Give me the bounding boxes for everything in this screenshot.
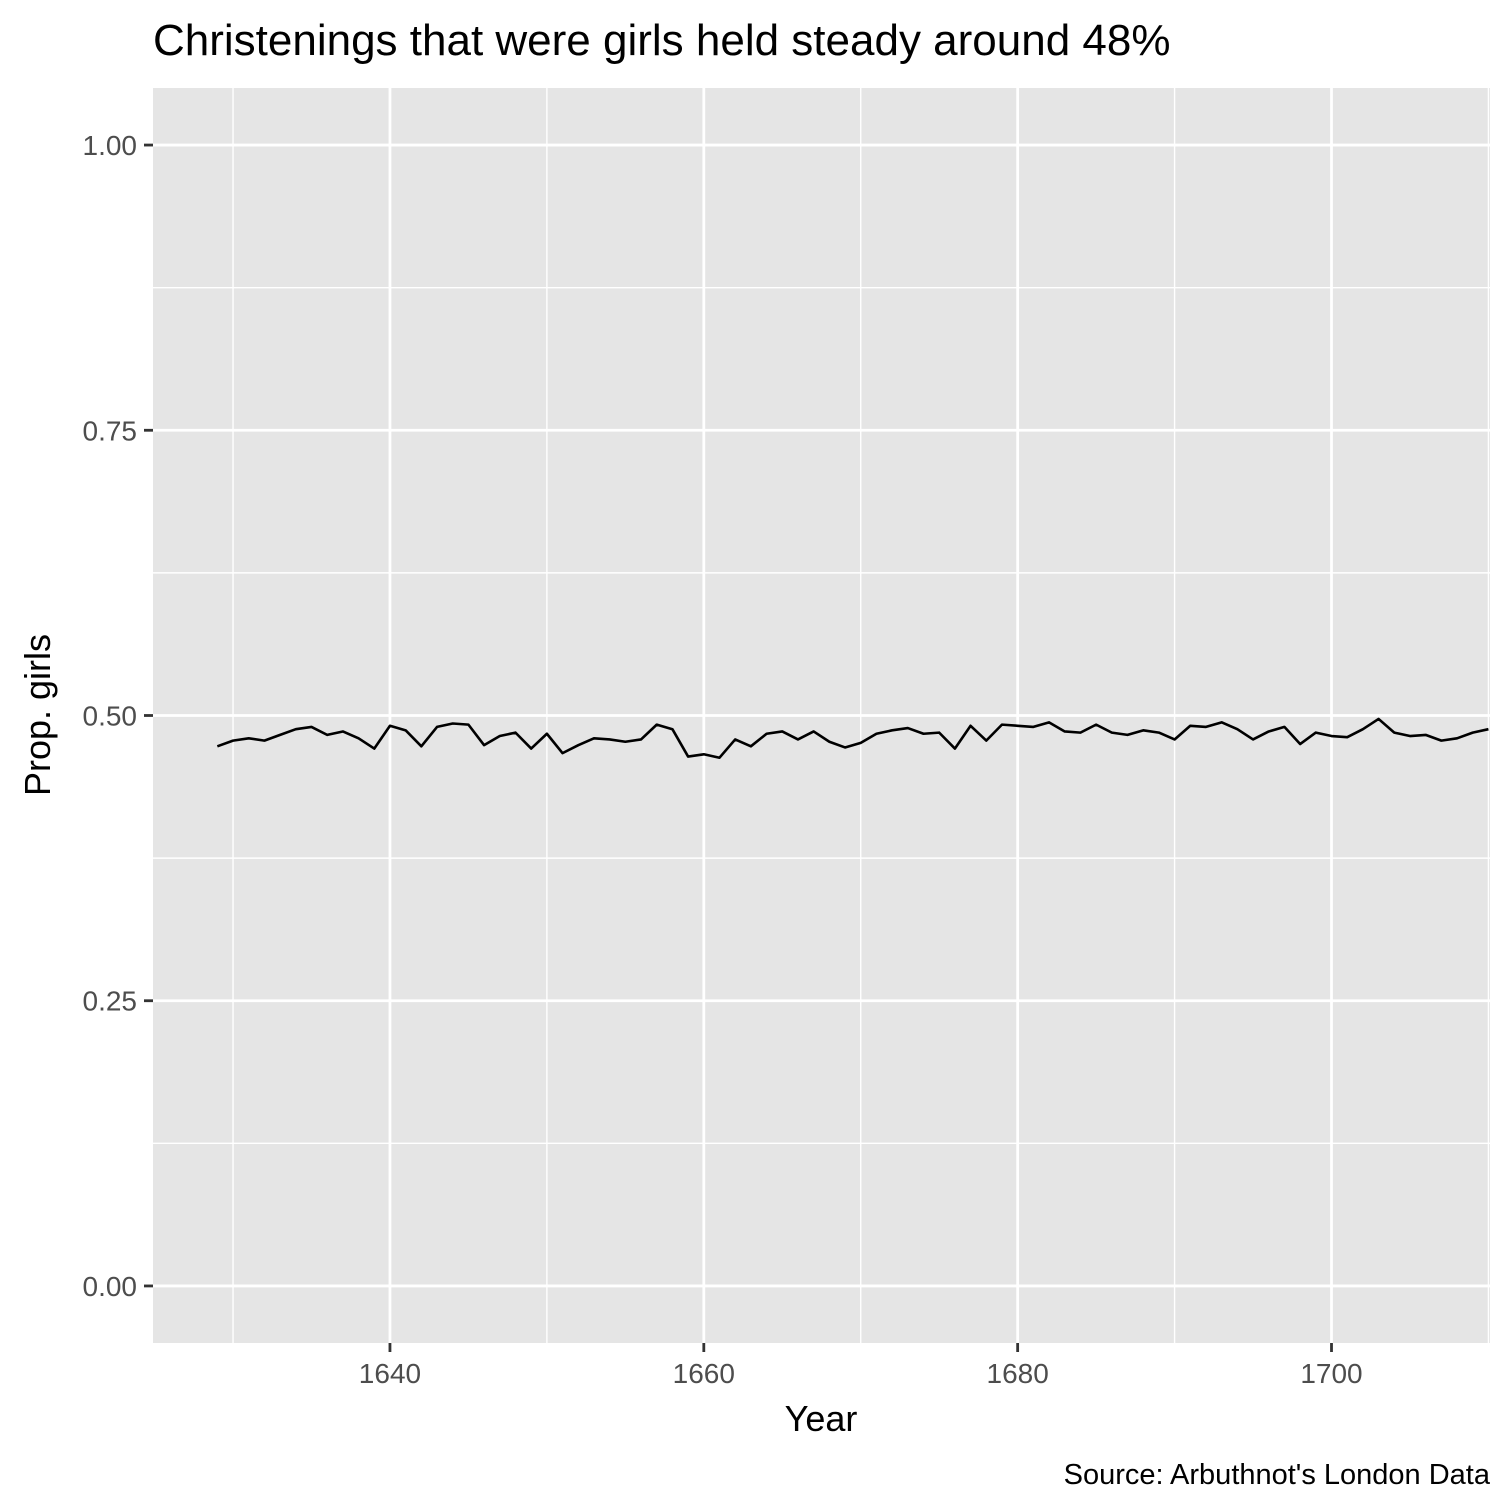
x-tick-label: 1700 bbox=[1300, 1358, 1362, 1389]
y-axis-title: Prop. girls bbox=[17, 634, 58, 796]
x-tick-label: 1680 bbox=[987, 1358, 1049, 1389]
major-gridlines bbox=[153, 88, 1490, 1343]
x-axis: 1640 1660 1680 1700 bbox=[359, 1343, 1363, 1389]
y-tick-label: 0.00 bbox=[83, 1271, 138, 1302]
source-caption: Source: Arbuthnot's London Data bbox=[1064, 1459, 1491, 1491]
y-tick-label: 0.75 bbox=[83, 415, 138, 446]
y-axis: 0.00 0.25 0.50 0.75 1.00 bbox=[83, 130, 153, 1302]
x-tick-label: 1660 bbox=[673, 1358, 735, 1389]
x-axis-title: Year bbox=[785, 1398, 858, 1439]
y-tick-label: 0.50 bbox=[83, 701, 138, 732]
x-tick-label: 1640 bbox=[359, 1358, 421, 1389]
y-tick-label: 0.25 bbox=[83, 986, 138, 1017]
y-tick-label: 1.00 bbox=[83, 130, 138, 161]
chart-title: Christenings that were girls held steady… bbox=[153, 16, 1170, 65]
series-line bbox=[216, 717, 1489, 760]
series-layer bbox=[216, 717, 1489, 760]
